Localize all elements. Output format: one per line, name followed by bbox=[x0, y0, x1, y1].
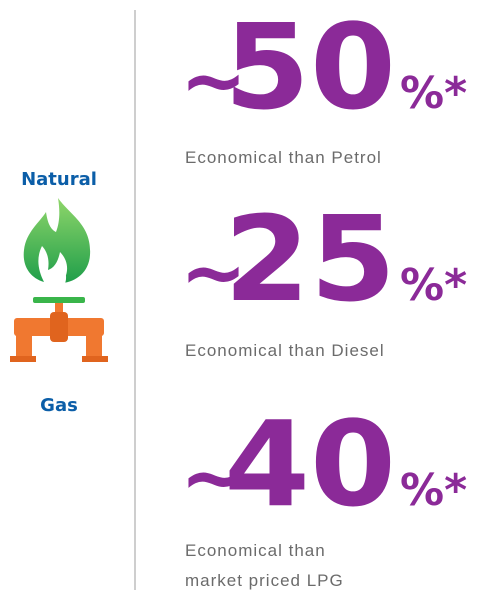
stat-suffix: %* bbox=[400, 68, 467, 119]
stat-value: 25 bbox=[224, 190, 396, 328]
stat-value: 50 bbox=[224, 0, 396, 136]
label-bottom: Gas bbox=[40, 395, 78, 416]
stat-suffix: %* bbox=[400, 465, 467, 516]
stat-value: 40 bbox=[224, 395, 396, 533]
stat-prefix: ~ bbox=[180, 226, 247, 319]
stat-prefix: ~ bbox=[180, 431, 247, 524]
stat-caption: market priced LPG bbox=[185, 571, 344, 590]
label-top: Natural bbox=[21, 169, 97, 190]
stat-caption: Economical than bbox=[185, 541, 326, 560]
stat-caption: Economical than Diesel bbox=[185, 341, 385, 360]
stat-prefix: ~ bbox=[180, 34, 247, 127]
gas-icon bbox=[10, 198, 108, 362]
stat-caption: Economical than Petrol bbox=[185, 148, 382, 167]
stat-suffix: %* bbox=[400, 260, 467, 311]
